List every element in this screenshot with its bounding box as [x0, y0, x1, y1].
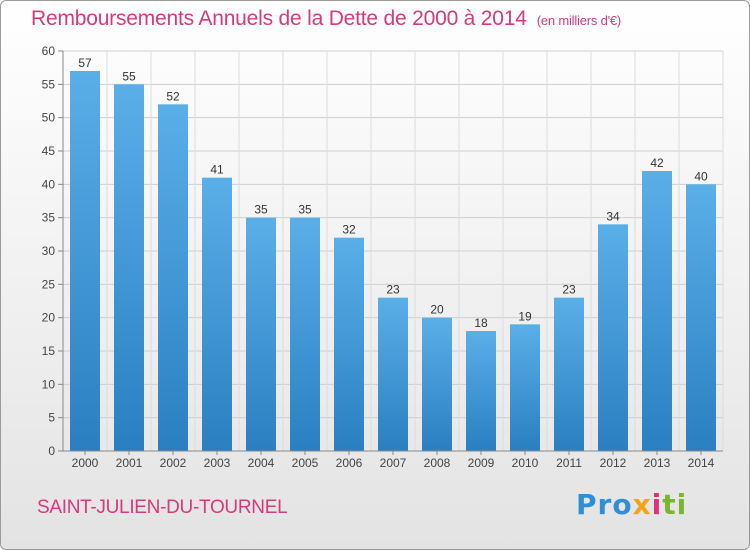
logo-part-3: i [651, 488, 663, 521]
bar-value-label: 18 [474, 316, 488, 330]
proxiti-logo: Proxiti [576, 488, 687, 521]
bar [290, 217, 320, 451]
y-tick-label: 10 [42, 377, 56, 391]
logo-part-4: ti [662, 488, 688, 521]
bar [466, 331, 496, 451]
bar-value-label: 32 [342, 223, 356, 237]
y-tick-label: 25 [42, 277, 56, 291]
bar [686, 184, 716, 452]
city-name: SAINT-JULIEN-DU-TOURNEL [37, 497, 288, 518]
y-tick-label: 15 [42, 344, 56, 358]
bar [202, 177, 232, 451]
logo-part-2: x [632, 488, 652, 521]
bar [158, 104, 188, 451]
x-tick-label: 2013 [644, 456, 671, 470]
x-tick-label: 2011 [556, 456, 582, 470]
x-tick-label: 2005 [292, 456, 319, 470]
x-tick-label: 2006 [336, 456, 363, 470]
y-tick-label: 35 [42, 211, 56, 225]
bar-value-label: 57 [78, 56, 92, 70]
y-tick-label: 30 [42, 244, 56, 258]
chart-title: Remboursements Annuels de la Dette de 20… [31, 7, 621, 31]
bar [70, 71, 100, 451]
bar [378, 297, 408, 451]
chart-unit: (en milliers d'€) [536, 13, 622, 28]
x-tick-label: 2014 [688, 456, 715, 470]
x-tick-label: 2012 [600, 456, 627, 470]
y-tick-label: 55 [42, 77, 56, 91]
bar [510, 324, 540, 451]
bar-value-label: 23 [562, 283, 576, 297]
x-tick-label: 2003 [204, 456, 231, 470]
x-tick-label: 2008 [424, 456, 451, 470]
y-tick-label: 60 [42, 44, 56, 58]
bar-value-label: 41 [210, 163, 224, 177]
bar-value-label: 55 [122, 69, 136, 83]
bar [642, 171, 672, 451]
bar [554, 297, 584, 451]
bar [246, 217, 276, 451]
x-tick-label: 2009 [468, 456, 495, 470]
bar-value-label: 19 [518, 309, 532, 323]
y-tick-label: 20 [42, 311, 56, 325]
bar-value-label: 52 [166, 89, 180, 103]
y-tick-label: 45 [42, 144, 56, 158]
x-tick-label: 2004 [248, 456, 275, 470]
y-tick-label: 5 [48, 411, 55, 425]
bar-value-label: 34 [606, 209, 620, 223]
x-tick-label: 2007 [380, 456, 407, 470]
bar [334, 237, 364, 451]
x-tick-label: 2002 [160, 456, 187, 470]
bar-value-label: 40 [694, 169, 708, 183]
bar [114, 84, 144, 451]
bar [422, 317, 452, 451]
x-tick-label: 2000 [72, 456, 99, 470]
y-tick-label: 0 [48, 444, 55, 458]
bar-value-label: 20 [430, 303, 444, 317]
y-tick-label: 50 [42, 111, 56, 125]
bar-value-label: 35 [298, 203, 312, 217]
logo-part-1: Pro [576, 488, 633, 521]
y-tick-label: 40 [42, 177, 56, 191]
bar-value-label: 35 [254, 203, 268, 217]
bar [598, 224, 628, 451]
x-tick-label: 2001 [116, 456, 143, 470]
x-tick-label: 2010 [512, 456, 539, 470]
chart-title-text: Remboursements Annuels de la Dette de 20… [31, 7, 527, 30]
bar-value-label: 42 [650, 156, 664, 170]
bar-value-label: 23 [386, 283, 400, 297]
